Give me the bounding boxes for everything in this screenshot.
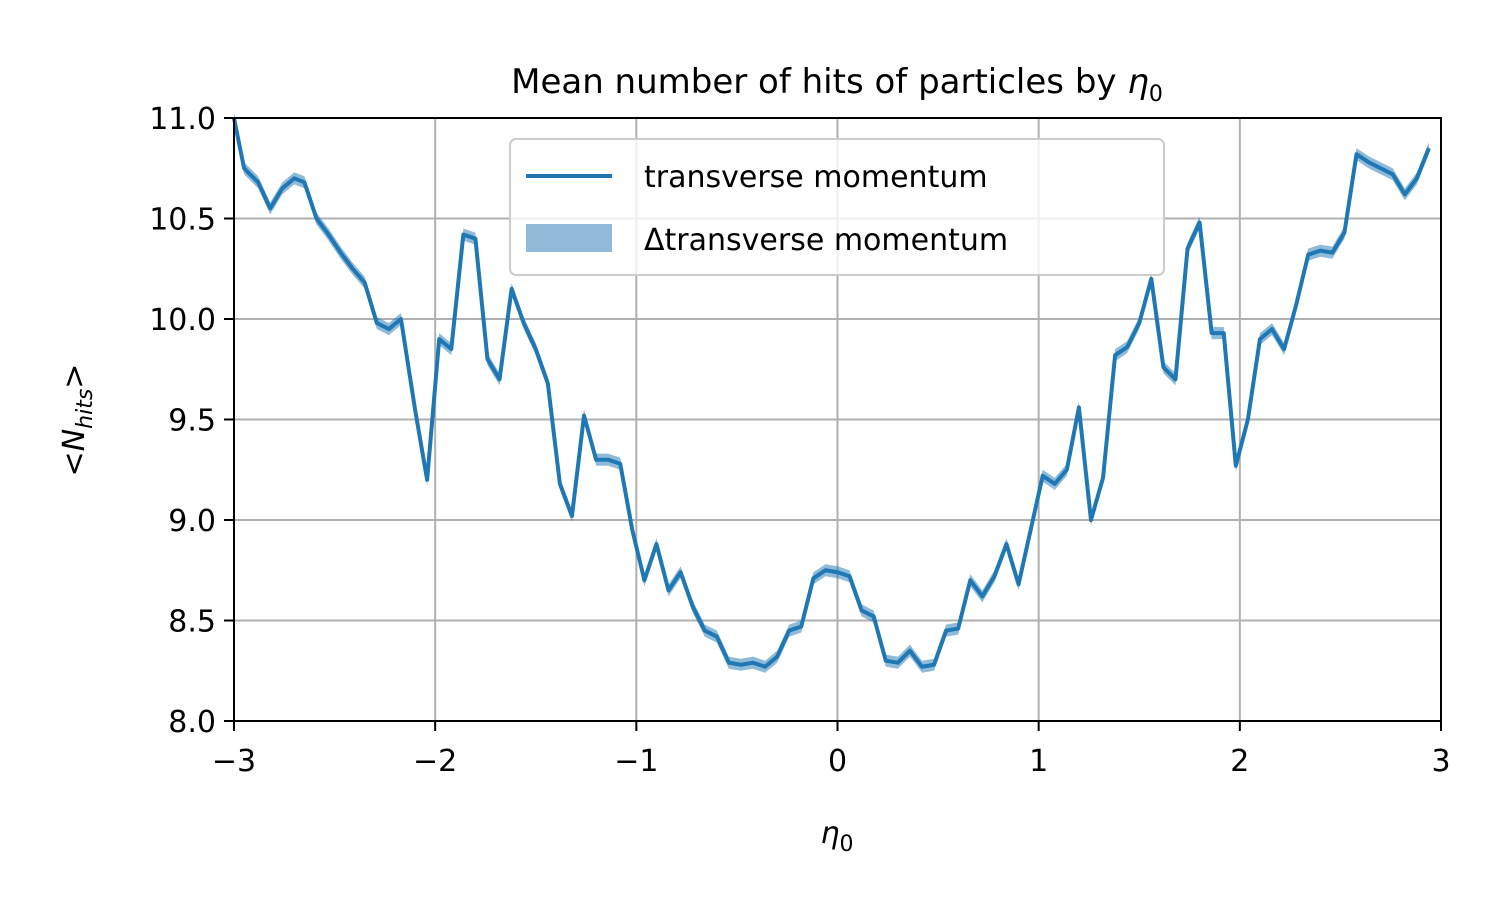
- title-subscript: 0: [1149, 82, 1163, 107]
- y-label-suffix: >: [57, 364, 92, 389]
- x-tick-label-5: 2: [1230, 744, 1249, 779]
- y-label-subscript: hits: [73, 389, 98, 429]
- legend: transverse momentum Δtransverse momentum: [509, 138, 1165, 276]
- x-tick-label-2: −1: [614, 744, 658, 779]
- y-tick-label-6: 11.0: [149, 102, 216, 137]
- legend-label-band: Δtransverse momentum: [644, 223, 1008, 258]
- x-axis-label: η0: [820, 816, 853, 857]
- x-label-symbol: η: [820, 816, 839, 851]
- y-tick-label-3: 9.5: [168, 404, 216, 439]
- y-tick-label-5: 10.5: [149, 203, 216, 238]
- y-tick-label-2: 9.0: [168, 504, 216, 539]
- y-tick-label-4: 10.0: [149, 303, 216, 338]
- y-tick-label-1: 8.5: [168, 605, 216, 640]
- x-label-subscript: 0: [840, 832, 854, 857]
- title-symbol: η: [1127, 62, 1149, 102]
- y-label-prefix: <: [57, 451, 92, 476]
- x-tick-label-0: −3: [212, 744, 256, 779]
- y-axis-label: <Nhits>: [57, 364, 98, 477]
- x-tick-label-6: 3: [1431, 744, 1450, 779]
- x-tick-label-4: 1: [1029, 744, 1048, 779]
- x-axis-ticks: −3 −2 −1 0 1 2 3: [212, 721, 1451, 779]
- y-label-symbol: N: [57, 429, 92, 451]
- chart-title: Mean number of hits of particles by η0: [511, 62, 1163, 107]
- series-line-layer: [232, 117, 1431, 669]
- x-tick-label-1: −2: [413, 744, 457, 779]
- y-tick-label-0: 8.0: [168, 705, 216, 740]
- legend-band-swatch: [526, 224, 612, 252]
- legend-label-line: transverse momentum: [644, 160, 988, 195]
- series-line: [232, 117, 1431, 669]
- y-axis-ticks: 8.0 8.5 9.0 9.5 10.0 10.5 11.0: [149, 102, 234, 740]
- legend-box: [509, 138, 1165, 276]
- x-tick-label-3: 0: [828, 744, 847, 779]
